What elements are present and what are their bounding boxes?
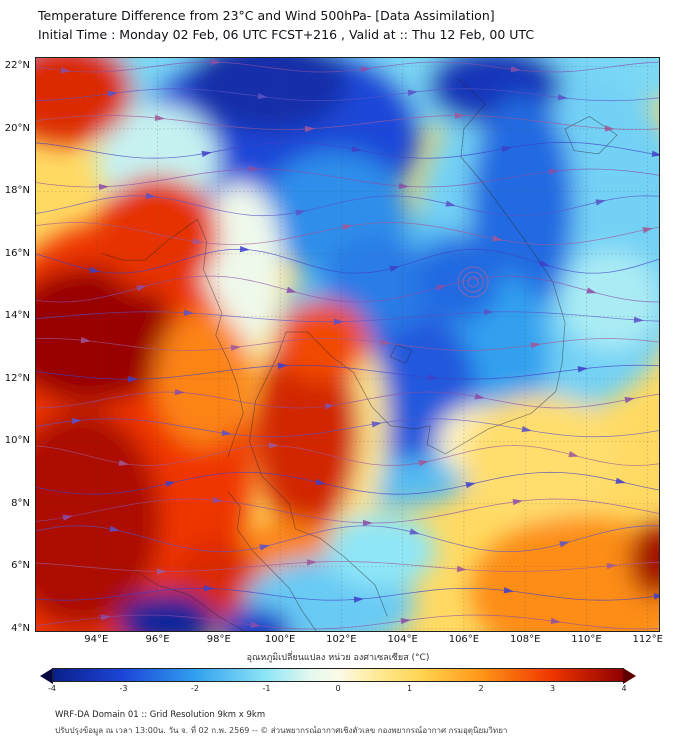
colorbar-tick-label: -4	[48, 684, 56, 693]
x-tick-label: 94°E	[84, 634, 109, 645]
colorbar-left-arrow	[40, 668, 53, 684]
colorbar-tick-label: -1	[262, 684, 271, 693]
colorbar-tick-label: -3	[119, 684, 128, 693]
colorbar	[40, 668, 636, 684]
longitude-axis: 94°E 96°E 98°E 100°E 102°E 104°E 106°E 108°E 110…	[35, 634, 663, 648]
footer-update-info: ปรับปรุงข้อมูล ณ เวลา 13:00น. วัน จ. ที่…	[55, 726, 508, 735]
y-tick-label: 4°N	[11, 622, 30, 634]
x-tick-label: 102°E	[326, 634, 357, 645]
y-tick-label: 20°N	[4, 122, 30, 134]
y-tick-label: 16°N	[4, 247, 30, 259]
colorbar-gradient	[52, 668, 624, 682]
colorbar-tick-label: 4	[621, 684, 627, 693]
y-tick-label: 14°N	[4, 310, 30, 322]
x-tick-label: 100°E	[264, 634, 296, 645]
x-tick-label: 110°E	[571, 634, 602, 645]
colorbar-tick-label: 1	[406, 684, 413, 693]
y-tick-label: 8°N	[11, 497, 30, 509]
footer: WRF-DA Domain 01 :: Grid Resolution 9km …	[55, 708, 507, 738]
map-subtitle: Initial Time : Monday 02 Feb, 06 UTC FCS…	[38, 27, 535, 42]
x-tick-label: 98°E	[206, 634, 231, 645]
map-plot	[35, 57, 660, 632]
x-tick-label: 112°E	[632, 634, 663, 645]
y-tick-label: 18°N	[4, 185, 30, 197]
y-tick-label: 22°N	[4, 60, 30, 72]
colorbar-right-arrow	[623, 668, 636, 684]
header: Temperature Difference from 23°C and Win…	[38, 6, 534, 44]
x-tick-label: 104°E	[387, 634, 418, 645]
colorbar-ticks: -4 -3 -2 -1 0 1 2 3 4	[40, 684, 636, 696]
colorbar-section: อุณหภูมิเปลี่ยนแปลง หน่วย องศาเซลเซียส (…	[0, 650, 676, 696]
latitude-axis: 22°N 20°N 18°N 16°N 14°N 12°N 10°N 8°N 6°N 4°N	[0, 57, 33, 634]
colorbar-tick-label: -2	[191, 684, 199, 693]
colorbar-tick-label: 0	[335, 684, 341, 693]
footer-domain-info: WRF-DA Domain 01 :: Grid Resolution 9km …	[55, 710, 266, 720]
map-title: Temperature Difference from 23°C and Win…	[38, 8, 495, 23]
temperature-wind-map	[35, 57, 660, 632]
colorbar-tick-label: 3	[549, 684, 556, 693]
colorbar-label: อุณหภูมิเปลี่ยนแปลง หน่วย องศาเซลเซียส (…	[246, 653, 430, 663]
colorbar-tick-label: 2	[478, 684, 484, 693]
x-tick-label: 96°E	[145, 634, 170, 645]
x-tick-label: 106°E	[448, 634, 480, 645]
y-tick-label: 10°N	[4, 435, 30, 447]
x-tick-label: 108°E	[509, 634, 541, 645]
y-tick-label: 6°N	[11, 560, 30, 572]
y-tick-label: 12°N	[4, 372, 30, 384]
